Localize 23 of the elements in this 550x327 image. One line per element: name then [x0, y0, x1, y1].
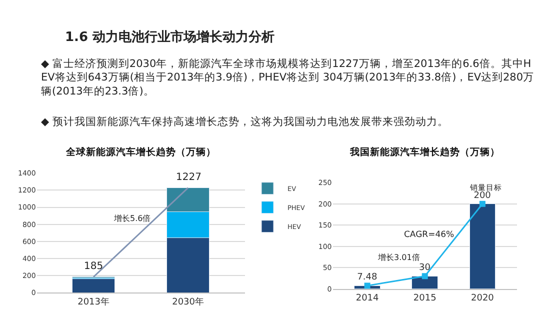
chart-title: 我国新能源汽车增长趋势（万辆） — [349, 146, 500, 158]
x-tick-label: 2015 — [413, 294, 436, 304]
annotation: CAGR=46% — [404, 230, 454, 240]
x-tick-label: 2013年 — [78, 296, 110, 308]
text: ◆ 预计我国新能源汽车保持高速增长态势，这将为我国动力电池发展带来强劲动力。 — [41, 115, 448, 128]
x-tick-label: 2020 — [470, 294, 494, 304]
bar — [72, 278, 116, 293]
data-label: 7.48 — [357, 272, 378, 283]
total-label: 1227 — [176, 172, 202, 183]
annotation: 增长5.6倍 — [113, 214, 151, 223]
x-tick-label: 2030年 — [172, 296, 204, 308]
point — [422, 273, 428, 280]
text: 1.6 动力电池行业市场增长动力分析 — [65, 29, 275, 45]
point — [479, 200, 486, 207]
point — [364, 282, 370, 289]
text: ◆ 富士经济预测到2030年，新能源汽车全球市场规模将达到1227万辆，增至2013年的6.6倍。其中HEV将达到643万辆(相当于2013年的3.9倍)，PHEV将达到 304万辆(2013年的33.8倍)，EV达到280万辆(2013年的23.3倍)。 — [41, 57, 534, 98]
data-label: 30 — [419, 263, 431, 274]
annotation: 增长3.01倍 — [377, 253, 420, 262]
chart-title: 全球新能源汽车增长趋势（万辆） — [65, 146, 216, 158]
total-label: 185 — [84, 261, 104, 272]
data-label: 200 — [474, 190, 492, 201]
bar — [469, 204, 496, 289]
x-tick-label: 2014 — [356, 294, 380, 304]
